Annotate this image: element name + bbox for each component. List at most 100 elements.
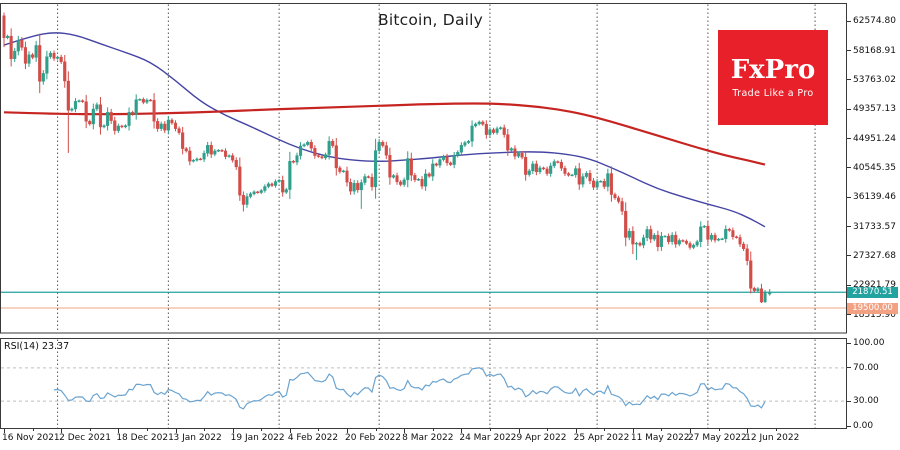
- candle: [220, 150, 224, 152]
- rsi-axis-tick: [847, 367, 851, 369]
- candle: [77, 100, 81, 102]
- time-axis-minor-tick: [604, 429, 606, 431]
- candle: [591, 180, 596, 188]
- candle: [341, 170, 345, 173]
- candle: [281, 180, 285, 193]
- candle: [38, 45, 42, 82]
- candle: [588, 173, 592, 182]
- candle: [752, 288, 756, 291]
- candle: [656, 234, 660, 247]
- candle: [688, 243, 692, 248]
- candle: [106, 112, 110, 126]
- candle: [238, 166, 242, 196]
- price-pane-border: [0, 3, 847, 334]
- chart-area[interactable]: [0, 0, 848, 450]
- time-axis-minor-tick: [547, 429, 549, 431]
- candle: [509, 148, 513, 151]
- candle: [581, 176, 585, 185]
- time-axis-tick: [747, 429, 749, 433]
- candle: [513, 148, 517, 157]
- candle: [495, 128, 499, 133]
- candle: [420, 179, 424, 187]
- date-label: 11 May 2022: [630, 433, 690, 443]
- candle: [9, 35, 13, 59]
- candle: [706, 225, 710, 240]
- time-axis-tick: [404, 429, 406, 433]
- candle: [556, 161, 560, 163]
- candle: [377, 142, 381, 151]
- candle: [702, 225, 706, 228]
- candle: [320, 156, 324, 159]
- candle: [491, 129, 496, 133]
- candle: [13, 50, 17, 59]
- candle: [463, 142, 467, 146]
- candle: [177, 128, 181, 133]
- candle: [606, 173, 610, 187]
- candle: [634, 242, 638, 245]
- candle: [173, 122, 178, 129]
- candle: [338, 167, 342, 172]
- price-axis-label: 49357.13: [853, 104, 896, 115]
- candle: [563, 168, 567, 174]
- candle: [91, 108, 95, 125]
- candle: [652, 234, 656, 240]
- candle: [631, 230, 635, 245]
- time-axis-minor-tick: [32, 429, 34, 431]
- support-level-badge: 19500.00: [847, 302, 898, 314]
- date-label: 20 Feb 2022: [345, 433, 402, 443]
- candle: [395, 175, 399, 183]
- candle: [717, 238, 721, 241]
- candle: [188, 150, 192, 162]
- candle: [284, 189, 288, 193]
- price-axis-tick: [847, 138, 851, 140]
- candle: [763, 292, 767, 303]
- time-axis-tick: [518, 429, 520, 433]
- date-label: 9 Apr 2022: [516, 433, 567, 443]
- candle: [541, 167, 546, 170]
- candle: [273, 181, 278, 186]
- candle: [470, 125, 474, 142]
- candle: [659, 235, 663, 247]
- candle: [713, 234, 717, 241]
- candle: [538, 167, 542, 173]
- time-axis-tick: [690, 429, 692, 433]
- candle: [363, 176, 367, 183]
- candle: [768, 292, 772, 295]
- candle: [266, 183, 270, 187]
- candle: [259, 190, 263, 193]
- candle: [695, 241, 699, 246]
- candle: [424, 173, 428, 187]
- candle: [138, 99, 142, 101]
- candle: [416, 179, 421, 181]
- candle: [234, 160, 238, 168]
- candle: [477, 121, 481, 125]
- candle: [506, 134, 510, 151]
- candle: [434, 163, 438, 166]
- candle: [566, 173, 571, 176]
- rsi-axis-label: 70.00: [853, 362, 879, 373]
- candle: [359, 182, 363, 191]
- candle: [388, 155, 392, 178]
- price-axis-tick: [847, 20, 851, 22]
- price-axis-label: 36139.46: [853, 192, 896, 203]
- candle: [313, 148, 317, 156]
- candle: [638, 242, 642, 246]
- date-label: 18 Dec 2021: [116, 433, 174, 443]
- candle: [459, 145, 463, 153]
- date-label: 3 Jan 2022: [173, 433, 222, 443]
- candle: [98, 104, 103, 128]
- candle: [431, 163, 435, 177]
- candle: [123, 125, 128, 128]
- date-label: 24 Mar 2022: [459, 433, 517, 443]
- candle: [484, 124, 488, 135]
- candle: [245, 196, 249, 205]
- candle: [499, 127, 503, 129]
- candle: [248, 193, 253, 197]
- candle: [502, 127, 506, 135]
- candle: [263, 186, 267, 191]
- candle: [256, 191, 260, 194]
- time-axis-tick: [175, 429, 177, 433]
- candle: [667, 235, 671, 242]
- time-axis-minor-tick: [375, 429, 377, 431]
